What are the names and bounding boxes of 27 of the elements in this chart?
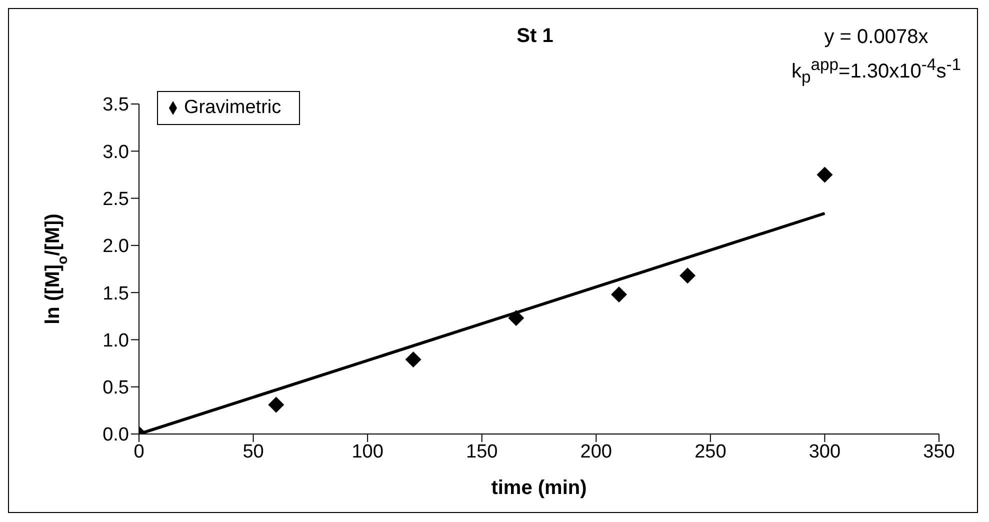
legend-label: Gravimetric [184, 97, 282, 118]
y-tick-label: 3.0 [102, 142, 129, 163]
y-tick-label: 2.5 [102, 189, 129, 210]
y-tick-label: 3.5 [102, 94, 129, 116]
x-tick-label: 100 [352, 441, 384, 462]
chart-title: St 1 [516, 25, 554, 47]
y-tick-label: 2.0 [102, 236, 129, 258]
text: y = 0.0078x [823, 25, 930, 50]
x-tick-label: 150 [466, 441, 498, 462]
x-tick-label: 200 [580, 441, 612, 462]
y-tick-label: 0.5 [102, 378, 129, 399]
x-tick-label: 350 [923, 441, 955, 462]
y-tick-label: 0.0 [102, 424, 129, 446]
point [611, 286, 627, 302]
x-axis-title: time (min) [491, 477, 587, 499]
x-tick-label: 50 [242, 441, 264, 462]
x-tick-label: 250 [694, 441, 726, 462]
point [508, 310, 524, 326]
text: k$_{p}$$^{app}$=1.30x10$^{-4}$s$^{-1}$ [791, 54, 961, 89]
y-tick-label: 1.5 [102, 283, 129, 304]
point [405, 352, 422, 368]
point [268, 396, 284, 413]
y-tick-label: 1.0 [102, 330, 129, 352]
point [816, 166, 833, 183]
x-tick-label: 0 [134, 441, 144, 462]
x-tick-label: 300 [808, 441, 841, 462]
point [680, 268, 696, 284]
